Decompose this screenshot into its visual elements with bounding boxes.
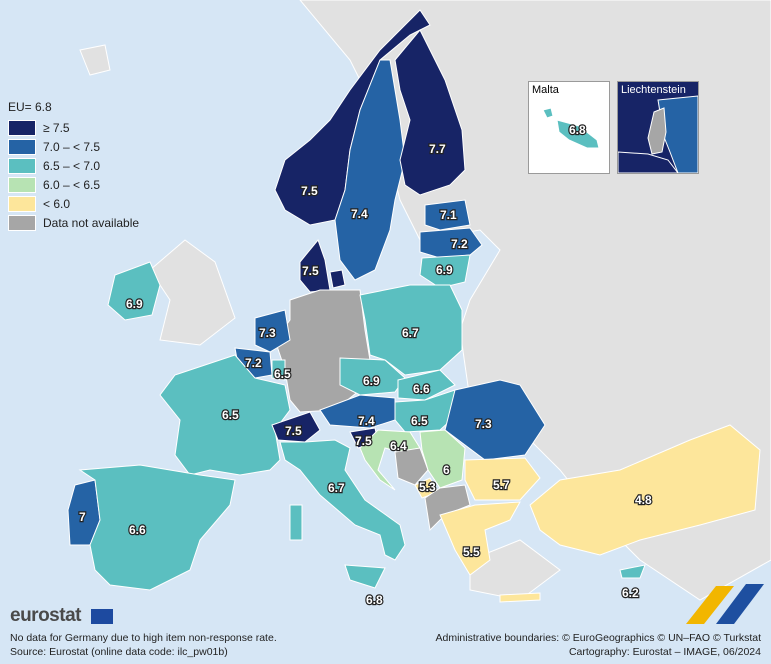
croatia-shape (359, 429, 421, 491)
legend-item: 6.5 – < 7.0 (8, 156, 139, 175)
netherlands-shape (254, 309, 291, 353)
value-turkiye: 4.8 (635, 493, 652, 507)
legend-item: ≥ 7.5 (8, 118, 139, 137)
footer-credit-cartography: Cartography: Eurostat – IMAGE, 06/2024 (568, 646, 761, 658)
footer-note-1: No data for Germany due to high item non… (10, 632, 277, 644)
romania-shape (444, 379, 546, 461)
eurostat-corner-logo-icon (686, 584, 764, 624)
value-ireland: 6.9 (126, 297, 143, 311)
value-slovakia: 6.6 (413, 382, 430, 396)
eurostat-logo: eurostat (10, 605, 81, 626)
value-spain: 6.6 (129, 523, 146, 537)
value-labels: 7.5 7.4 7.7 7.1 7.2 6.9 7.5 6.9 7.3 7.2 … (78, 141, 653, 608)
legend-item: 7.0 – < 7.5 (8, 137, 139, 156)
italy-shape (279, 439, 406, 561)
value-belgium: 7.2 (245, 356, 262, 370)
ireland-shape (107, 261, 161, 321)
legend-swatch (8, 157, 36, 174)
value-denmark: 7.5 (302, 264, 319, 278)
value-greece: 5.5 (463, 545, 480, 559)
norway-shape (274, 9, 431, 226)
value-serbia: 6 (443, 463, 450, 477)
value-norway: 7.5 (301, 184, 318, 198)
value-portugal: 7 (79, 510, 86, 524)
legend-item-label: 6.0 – < 6.5 (43, 177, 101, 192)
bosnia-shape (394, 447, 429, 486)
value-poland: 6.7 (402, 326, 419, 340)
sicily-shape (344, 564, 386, 589)
value-latvia: 7.2 (451, 237, 468, 251)
value-austria: 7.4 (358, 414, 375, 428)
malta-inset-label: Malta (532, 84, 559, 96)
value-montenegro: 5.3 (419, 480, 436, 494)
footer-source: Source: Eurostat (online data code: ilc_… (10, 646, 228, 658)
country-shapes (67, 9, 761, 603)
legend-swatch (8, 195, 36, 212)
legend-title: EU= 6.8 (8, 100, 52, 114)
legend-swatch (8, 176, 36, 193)
value-cyprus: 6.2 (622, 586, 639, 600)
albania-shape (424, 484, 471, 532)
footer-credit-boundaries: Administrative boundaries: © EuroGeograp… (435, 632, 761, 644)
value-hungary: 6.5 (411, 414, 428, 428)
serbia-shape (419, 429, 466, 489)
greece-shape (439, 501, 521, 576)
value-croatia: 6.4 (390, 439, 407, 453)
legend-item-label: Data not available (43, 215, 140, 230)
value-switzerland: 7.5 (285, 424, 302, 438)
germany-shape (274, 289, 371, 413)
liechtenstein-inset-map (618, 95, 698, 173)
legend-item-label: 6.5 – < 7.0 (43, 158, 101, 173)
finland-shape (394, 29, 466, 196)
liechtenstein-inset: Liechtenstein (617, 81, 699, 174)
value-malta-main: 6.8 (366, 593, 383, 607)
value-netherlands: 7.3 (259, 326, 276, 340)
legend-item: < 6.0 (8, 194, 139, 213)
malta-inset-value: 6.8 (569, 123, 586, 137)
france-shape (159, 354, 291, 476)
legend-item-label: 7.0 – < 7.5 (43, 139, 101, 154)
value-luxembourg: 6.5 (274, 367, 291, 381)
legend: EU= 6.8 ≥ 7.5 7.0 – < 7.5 6.5 – < 7.0 6.… (8, 100, 139, 232)
eu-flag-icon (91, 609, 113, 624)
legend-swatch (8, 138, 36, 155)
legend-item-label: < 6.0 (43, 196, 71, 211)
crete-shape (499, 592, 541, 603)
value-estonia: 7.1 (440, 208, 457, 222)
slovakia-shape (397, 369, 456, 401)
luxembourg-shape (271, 359, 286, 381)
switzerland-shape (271, 411, 321, 443)
value-lithuania: 6.9 (436, 263, 453, 277)
value-slovenia: 7.5 (355, 434, 372, 448)
lithuania-shape (419, 254, 471, 289)
legend-swatch (8, 119, 36, 136)
denmark-island-shape (329, 269, 346, 289)
turkiye-shape (529, 424, 761, 556)
value-france: 6.5 (222, 408, 239, 422)
value-romania: 7.3 (475, 417, 492, 431)
estonia-shape (424, 199, 471, 231)
bulgaria-shape (464, 457, 541, 501)
legend-item-label: ≥ 7.5 (43, 120, 70, 135)
value-bulgaria: 5.7 (493, 478, 510, 492)
liechtenstein-inset-label: Liechtenstein (621, 84, 686, 96)
value-sweden: 7.4 (351, 207, 368, 221)
value-italy: 6.7 (328, 481, 345, 495)
cyprus-shape (619, 564, 646, 579)
legend-item: 6.0 – < 6.5 (8, 175, 139, 194)
malta-inset-map: 6.8 (542, 107, 600, 149)
sardinia-shape (289, 504, 303, 541)
spain-shape (78, 464, 236, 591)
legend-item: Data not available (8, 213, 139, 232)
czechia-shape (339, 357, 406, 396)
sweden-shape (334, 59, 406, 281)
legend-swatch (8, 214, 36, 231)
value-finland: 7.7 (429, 142, 446, 156)
malta-inset: Malta 6.8 (528, 81, 610, 174)
value-czechia: 6.9 (363, 374, 380, 388)
